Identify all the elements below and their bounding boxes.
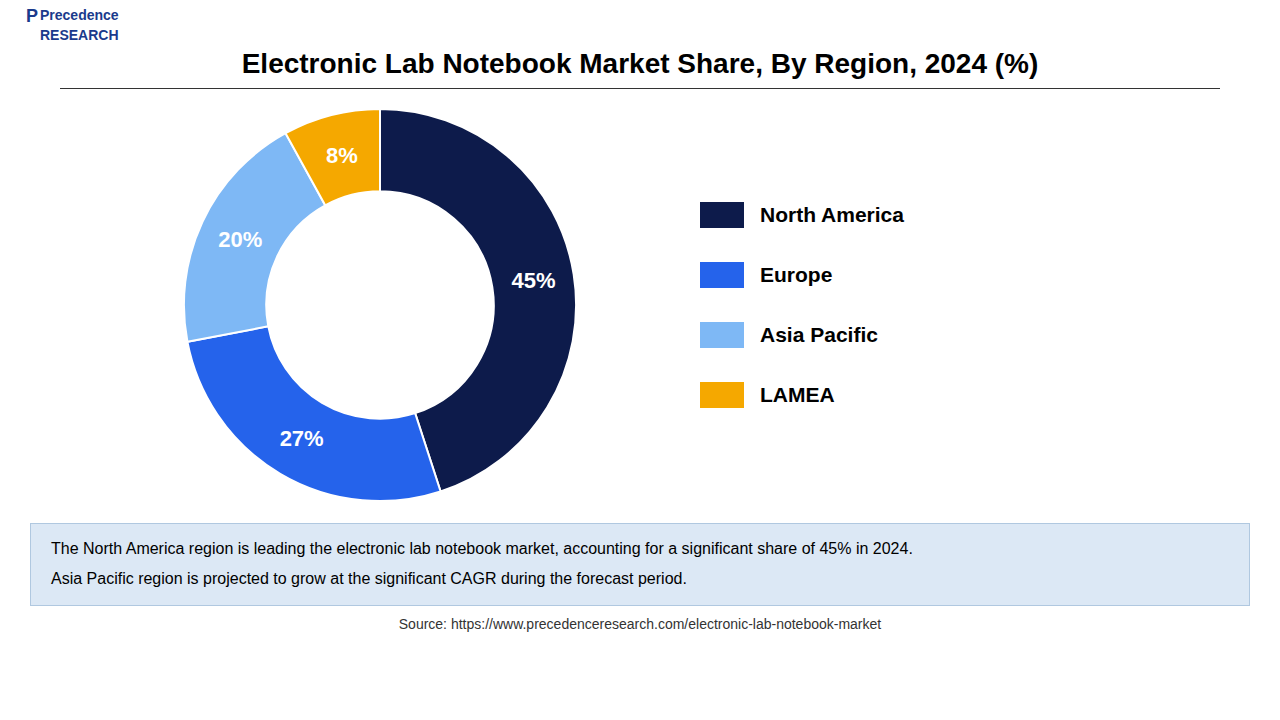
html-text:The North America region is le: The North America region is leading the … (51, 540, 913, 588)
html-text:Asia Pacific: Asia Pacific (760, 323, 878, 346)
svg-text:20%: 20% (218, 227, 262, 252)
html-text:North America: North America (760, 203, 904, 226)
html-text:Source: https://www.precedence: Source: https://www.precedenceresearch.c… (398, 615, 882, 632)
svg-text:27%: 27% (280, 426, 324, 451)
html-text:PPrecedence RESEARCH: PPrecedence RESEARCH (26, 6, 119, 43)
html-text:Europe: Europe (760, 263, 833, 286)
html-text:LAMEA: LAMEA (760, 383, 835, 406)
svg-text:45%: 45% (511, 268, 555, 293)
html-text:Electronic Lab Notebook Market: Electronic Lab Notebook Market Share, By… (241, 48, 1039, 79)
svg-text:8%: 8% (326, 143, 358, 168)
